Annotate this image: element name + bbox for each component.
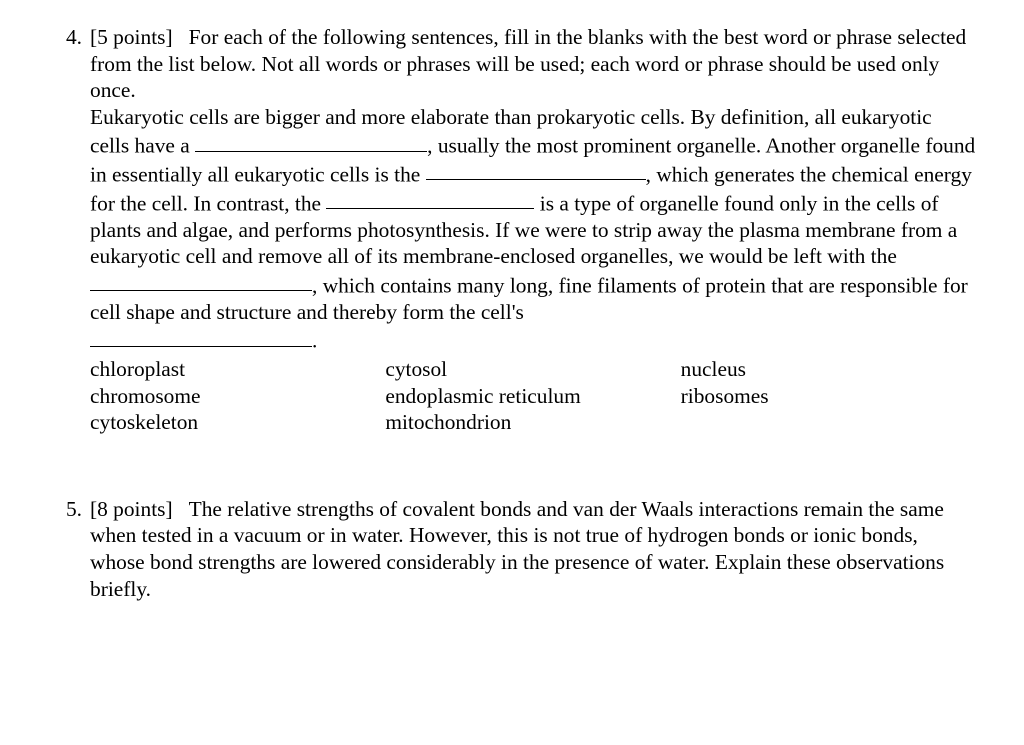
wordbank-col-1: chloroplast chromosome cytoskeleton <box>90 356 385 436</box>
question-number: 4. <box>48 24 90 436</box>
sentence-part: . <box>312 329 317 353</box>
blank-3[interactable] <box>326 187 534 209</box>
question-text: The relative strengths of covalent bonds… <box>90 497 944 601</box>
prompt-text: For each of the following sentences, fil… <box>90 25 966 102</box>
exam-page: 4. [5 points] For each of the following … <box>0 0 1024 602</box>
question-body: [8 points] The relative strengths of cov… <box>90 496 976 602</box>
wordbank-item: chloroplast <box>90 356 385 383</box>
points-label: [5 points] <box>90 25 173 49</box>
question-body: [5 points] For each of the following sen… <box>90 24 976 436</box>
wordbank-item: ribosomes <box>681 383 976 410</box>
question-5: 5. [8 points] The relative strengths of … <box>48 496 976 602</box>
wordbank-item: cytosol <box>385 356 680 383</box>
blank-1[interactable] <box>195 129 427 151</box>
word-bank: chloroplast chromosome cytoskeleton cyto… <box>90 356 976 436</box>
wordbank-item: chromosome <box>90 383 385 410</box>
blank-2[interactable] <box>426 158 646 180</box>
blank-4[interactable] <box>90 269 312 291</box>
question-4: 4. [5 points] For each of the following … <box>48 24 976 436</box>
wordbank-item: endoplasmic reticulum <box>385 383 680 410</box>
wordbank-item: nucleus <box>681 356 976 383</box>
wordbank-col-2: cytosol endoplasmic reticulum mitochondr… <box>385 356 680 436</box>
points-label: [8 points] <box>90 497 173 521</box>
blank-5[interactable] <box>90 324 312 346</box>
wordbank-col-3: nucleus ribosomes <box>681 356 976 436</box>
wordbank-item: mitochondrion <box>385 409 680 436</box>
wordbank-item: cytoskeleton <box>90 409 385 436</box>
question-number: 5. <box>48 496 90 602</box>
